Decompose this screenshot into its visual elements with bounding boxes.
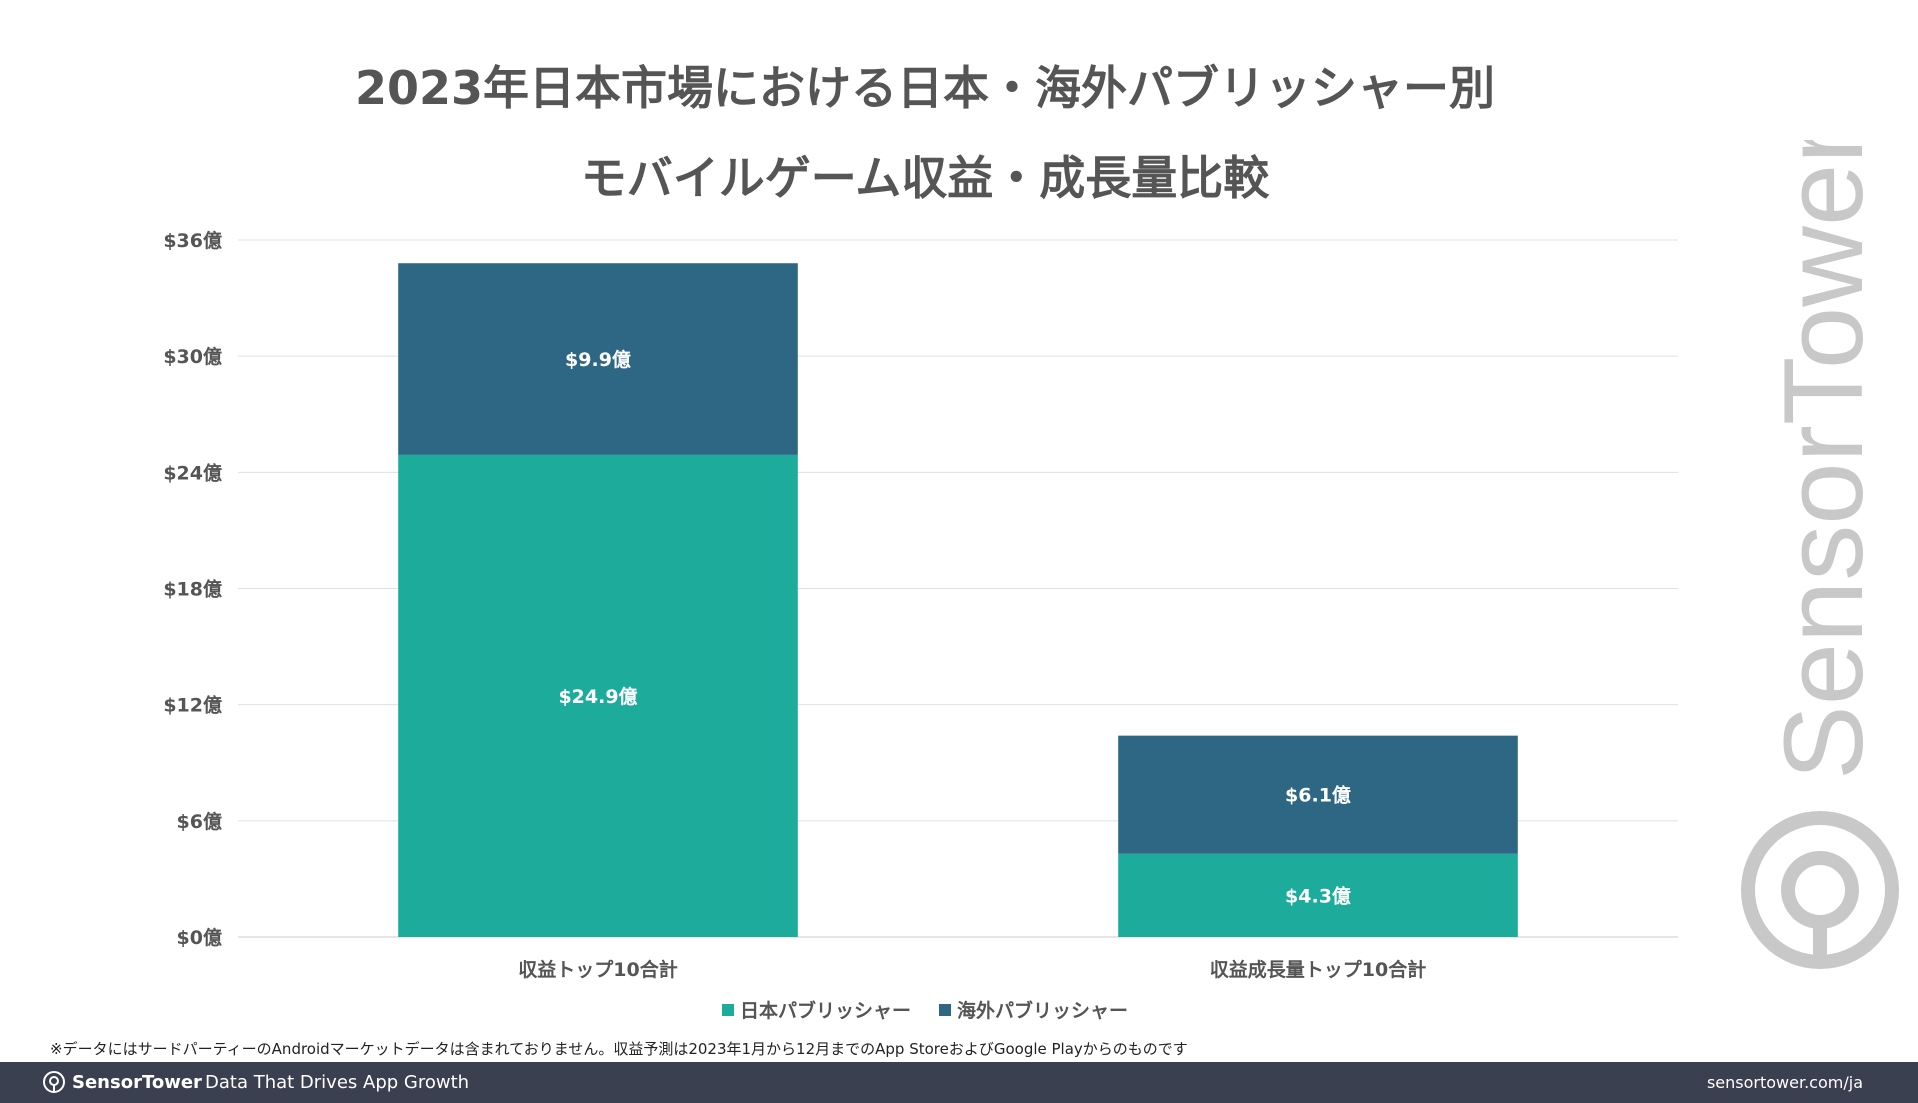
y-tick-label: $12億 xyxy=(163,694,222,717)
legend-label-overseas: 海外パブリッシャー xyxy=(957,1000,1129,1022)
data-label: $9.9億 xyxy=(565,348,631,371)
legend-item-japan: 日本パブリッシャー xyxy=(721,996,911,1023)
bar-segment xyxy=(1118,853,1518,937)
sensortower-watermark: SensorTower xyxy=(1741,140,1899,969)
chart-title-line2: モバイルゲーム収益・成長量比較 xyxy=(580,151,1270,205)
bar-segment xyxy=(398,263,798,455)
y-tick-label: $36億 xyxy=(163,229,222,252)
bar-segment xyxy=(1118,735,1518,854)
legend-swatch-japan xyxy=(721,1003,734,1016)
x-category-label: 収益成長量トップ10合計 xyxy=(1210,958,1426,981)
footer-url[interactable]: sensortower.com/ja xyxy=(1706,1073,1863,1092)
sensortower-logo-icon xyxy=(43,1071,65,1093)
watermark-wordmark: SensorTower xyxy=(1761,140,1886,780)
data-label: $24.9億 xyxy=(558,685,637,708)
footer-logo-text: SensorTower xyxy=(72,1071,202,1093)
data-label: $4.3億 xyxy=(1285,884,1351,907)
footer-bar: SensorTower Data That Drives App Growth … xyxy=(0,1062,1918,1103)
y-tick-label: $24億 xyxy=(163,461,222,484)
data-label: $6.1億 xyxy=(1285,784,1351,807)
footer-logo: SensorTower xyxy=(42,1070,202,1094)
legend-label-japan: 日本パブリッシャー xyxy=(739,1000,911,1022)
legend-swatch-overseas xyxy=(939,1003,951,1016)
legend: 日本パブリッシャー 海外パブリッシャー xyxy=(0,996,1850,1023)
chart-title-line1: 2023年日本市場における日本・海外パブリッシャー別 xyxy=(354,61,1496,115)
x-category-label: 収益トップ10合計 xyxy=(518,958,677,981)
y-tick-label: $6億 xyxy=(177,810,222,833)
sensortower-watermark-icon xyxy=(1741,811,1899,969)
bar-chart: $0億 $6億 $12億 $18億 $24億 $30億 $36億 $24.9億 $9.9億収益… xyxy=(163,229,1678,981)
legend-item-overseas: 海外パブリッシャー xyxy=(939,996,1128,1023)
bar-segment xyxy=(398,454,798,937)
y-tick-label: $18億 xyxy=(163,578,222,601)
y-tick-label: $30億 xyxy=(163,345,222,368)
y-tick-label: $0億 xyxy=(177,926,222,949)
footnote: ※データにはサードパーティーのAndroidマーケットデータは含まれておりません… xyxy=(50,1040,1188,1058)
footer-tagline: Data That Drives App Growth xyxy=(205,1072,470,1093)
